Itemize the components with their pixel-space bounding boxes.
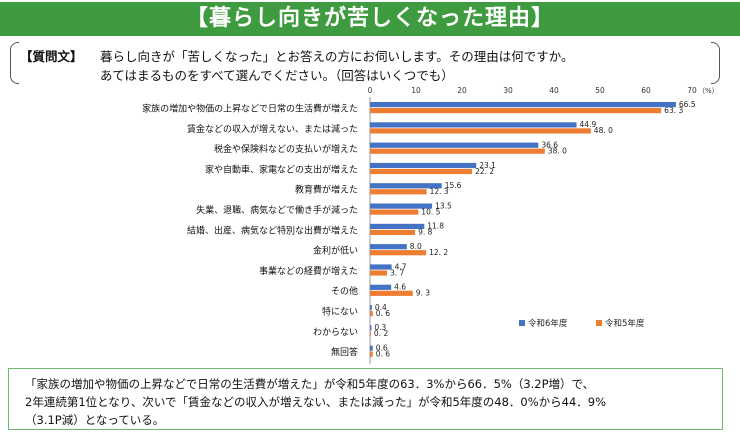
x-tick-label: 70 bbox=[687, 86, 697, 95]
data-label-series1: 8.0 bbox=[410, 242, 422, 251]
x-tick-label: 40 bbox=[549, 86, 559, 95]
question-text-line2: あてはまるものをすべて選んでください。（回答はいくつでも） bbox=[100, 68, 454, 83]
data-label-series2: 12. 2 bbox=[429, 248, 448, 257]
data-label-series1: 66.5 bbox=[679, 100, 696, 109]
data-label-series2: 9. 8 bbox=[418, 228, 433, 237]
data-label-series2: 38. 0 bbox=[548, 147, 567, 156]
data-label-series2: 9. 3 bbox=[416, 289, 431, 298]
question-label: 【質問文】 bbox=[20, 49, 83, 64]
data-label-series1: 44.9 bbox=[580, 120, 597, 129]
bar-series1 bbox=[370, 162, 477, 169]
data-label-series2: 63. 3 bbox=[664, 106, 683, 115]
category-label: 家や自動車、家電などの支出が増えた bbox=[205, 163, 358, 175]
bar-series1 bbox=[370, 264, 392, 270]
summary-line1: 「家族の増加や物価の上昇などで日常の生活費が増えた」が令和5年度の63．3%から… bbox=[25, 377, 595, 391]
data-label-series1: 23.1 bbox=[479, 161, 496, 170]
bar-chart: 0 10 20 30 40 50 60 70 （%） 家族の増加や物価の上昇などで日常の生活費が増… bbox=[142, 86, 719, 364]
page-title: 【暮らし向きが苦しくなった理由】 bbox=[0, 2, 740, 36]
category-label: 結婚、出産、病気など特別な出費が増えた bbox=[187, 224, 358, 236]
data-label-series1: 4.6 bbox=[394, 283, 406, 292]
bar-series1 bbox=[370, 223, 425, 229]
x-tick-label: 0 bbox=[368, 86, 373, 95]
x-tick-label: 20 bbox=[457, 86, 467, 95]
bar-series2 bbox=[370, 128, 591, 134]
data-label-series1: 0.6 bbox=[376, 344, 388, 353]
data-label-series2: 12. 3 bbox=[430, 187, 449, 196]
question-box: 【質問文】 暮らし向きが「苦しくなった」とお答えの方にお伺いします。その理由は何… bbox=[10, 38, 730, 88]
bar-series2 bbox=[370, 189, 427, 195]
legend-swatch-series1 bbox=[519, 320, 525, 326]
data-label-series2: 48. 0 bbox=[594, 126, 613, 135]
category-label: 金利が低い bbox=[313, 245, 358, 257]
question-text-line1: 暮らし向きが「苦しくなった」とお答えの方にお伺いします。その理由は何ですか。 bbox=[100, 49, 574, 64]
left-bracket bbox=[10, 42, 19, 84]
category-label: 特にない bbox=[322, 306, 358, 318]
data-label-series2: 0. 6 bbox=[376, 350, 391, 359]
data-label-series1: 13.5 bbox=[435, 201, 452, 210]
data-label-series2: 0. 2 bbox=[374, 329, 389, 338]
data-label-series1: 15.6 bbox=[445, 181, 462, 190]
bar-series1 bbox=[370, 142, 539, 148]
axis-unit-label: （%） bbox=[698, 87, 719, 95]
data-label-series2: 22. 2 bbox=[475, 167, 494, 176]
category-label: その他 bbox=[331, 285, 358, 297]
data-label-series1: 11.8 bbox=[427, 222, 444, 231]
bar-series2 bbox=[370, 331, 371, 337]
summary-box: 「家族の増加や物価の上昇などで日常の生活費が増えた」が令和5年度の63．3%から… bbox=[8, 368, 723, 430]
category-label: 無回答 bbox=[331, 346, 358, 358]
bar-series2 bbox=[370, 351, 373, 357]
x-tick-label: 10 bbox=[411, 86, 421, 95]
bar-series2 bbox=[370, 290, 413, 296]
bar-series2 bbox=[370, 270, 388, 276]
category-label: 税金や保険料などの支払いが増えた bbox=[214, 143, 358, 155]
bar-series2 bbox=[370, 311, 373, 317]
summary-line3: （3.1P減）となっている。 bbox=[25, 413, 165, 427]
bar-series1 bbox=[370, 183, 442, 189]
bar-series1 bbox=[370, 325, 372, 331]
legend-swatch-series2 bbox=[596, 320, 602, 326]
bar-series2 bbox=[370, 108, 662, 114]
bar-series1 bbox=[370, 203, 433, 209]
bar-series1 bbox=[370, 345, 373, 351]
bar-series2 bbox=[370, 168, 473, 175]
summary-line2: 2年連続第1位となり、次いで「賃金などの収入が増えない、または減った」が令和5年… bbox=[25, 395, 607, 409]
category-label: 教育費が増えた bbox=[295, 184, 358, 196]
legend-label-series1: 令和6年度 bbox=[528, 318, 568, 329]
category-label: わからない bbox=[313, 327, 358, 338]
data-label-series1: 36.6 bbox=[541, 141, 558, 150]
data-label-series2: 0. 6 bbox=[376, 309, 391, 318]
bar-series1 bbox=[370, 244, 407, 250]
data-label-series2: 3. 7 bbox=[390, 268, 405, 277]
x-tick-label: 30 bbox=[503, 86, 513, 95]
bar-series2 bbox=[370, 209, 419, 215]
data-label-series1: 0.3 bbox=[374, 323, 386, 332]
data-label-series2: 10. 5 bbox=[421, 207, 440, 216]
bar-series2 bbox=[370, 148, 545, 154]
legend-label-series2: 令和5年度 bbox=[605, 318, 645, 329]
data-label-series1: 0.4 bbox=[375, 303, 387, 312]
bar-series1 bbox=[370, 305, 372, 311]
x-tick-label: 60 bbox=[641, 86, 651, 95]
bar-series2 bbox=[370, 250, 427, 256]
x-tick-label: 50 bbox=[595, 86, 605, 95]
category-label: 家族の増加や物価の上昇などで日常の生活費が増えた bbox=[142, 103, 358, 115]
category-label: 失業、退職、病気などで働き手が減った bbox=[196, 204, 358, 216]
bar-series1 bbox=[370, 102, 676, 108]
bar-series1 bbox=[370, 284, 392, 290]
bar-series1 bbox=[370, 122, 577, 128]
category-label: 事業などの経費が増えた bbox=[259, 265, 358, 277]
data-label-series1: 4.7 bbox=[395, 262, 407, 271]
category-label: 賃金などの収入が増えない、または減った bbox=[187, 123, 358, 135]
bar-series2 bbox=[370, 229, 416, 235]
